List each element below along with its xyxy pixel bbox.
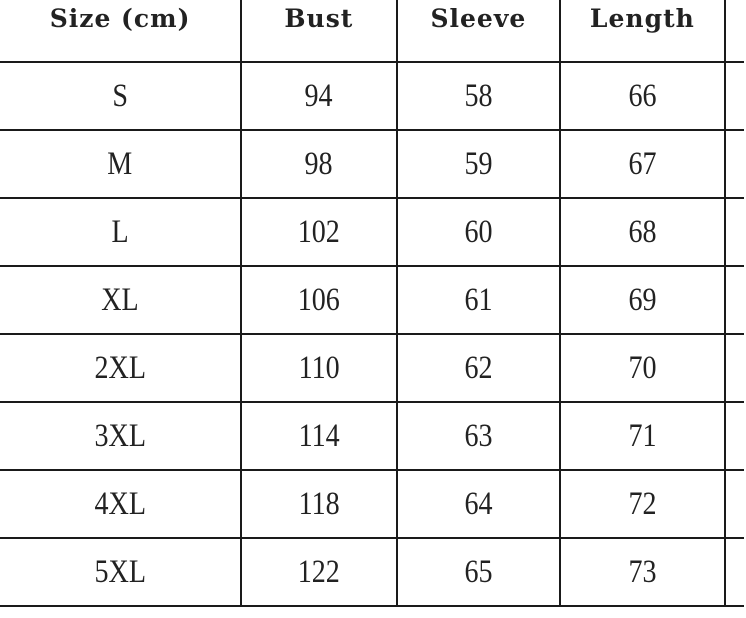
header-bust: Bust (240, 0, 398, 63)
cell-text: 61 (464, 281, 493, 318)
cell-sleeve: 64 (395, 469, 562, 539)
cell-text: 69 (628, 281, 657, 318)
table-row: 3XL 114 63 71 (0, 401, 744, 471)
cell-bust: 102 (240, 197, 398, 267)
header-sleeve: Sleeve (395, 0, 562, 63)
cell-text: 68 (628, 213, 657, 250)
cell-bust: 98 (240, 129, 398, 199)
cell-sleeve: 63 (395, 401, 562, 471)
cell-text: 70 (628, 349, 657, 386)
cell-text: S (112, 77, 128, 114)
cell-sleeve: 58 (395, 61, 562, 131)
cell-size: 4XL (0, 469, 243, 539)
cell-text: 72 (628, 485, 657, 522)
cell-bust: 114 (240, 401, 398, 471)
cell-size: L (0, 197, 243, 267)
cell-text: 64 (464, 485, 493, 522)
cell-extra (723, 197, 744, 267)
cell-text: 3XL (94, 417, 146, 454)
table-row: 4XL 118 64 72 (0, 469, 744, 539)
cell-text: 71 (628, 417, 657, 454)
cell-text: 59 (464, 145, 493, 182)
cell-bust: 106 (240, 265, 398, 335)
cell-text: 98 (304, 145, 333, 182)
cell-extra (723, 129, 744, 199)
header-row: Size (cm) Bust Sleeve Length (0, 0, 744, 63)
cell-extra (723, 469, 744, 539)
cell-size: XL (0, 265, 243, 335)
cell-extra (723, 265, 744, 335)
cell-length: 68 (559, 197, 726, 267)
cell-text: 67 (628, 145, 657, 182)
cell-text: 63 (464, 417, 493, 454)
cell-text: 122 (297, 553, 340, 590)
cell-text: 65 (464, 553, 493, 590)
cell-text: L (111, 213, 129, 250)
cell-text: 106 (297, 281, 340, 318)
cell-length: 71 (559, 401, 726, 471)
cell-bust: 110 (240, 333, 398, 403)
cell-text: 2XL (94, 349, 146, 386)
cell-length: 72 (559, 469, 726, 539)
cell-text: 94 (304, 77, 333, 114)
header-size: Size (cm) (0, 0, 243, 63)
cell-text: 66 (628, 77, 657, 114)
cell-text: 60 (464, 213, 493, 250)
cell-extra (723, 333, 744, 403)
cell-extra (723, 401, 744, 471)
cell-text: 110 (298, 349, 340, 386)
cell-text: 118 (298, 485, 340, 522)
cell-text: 102 (297, 213, 340, 250)
cell-sleeve: 61 (395, 265, 562, 335)
cell-length: 70 (559, 333, 726, 403)
cell-length: 67 (559, 129, 726, 199)
cell-size: 3XL (0, 401, 243, 471)
cell-size: 2XL (0, 333, 243, 403)
table-row: L 102 60 68 (0, 197, 744, 267)
header-extra (723, 0, 744, 63)
size-chart-table: Size (cm) Bust Sleeve Length S 94 58 66 M 98 5… (0, 0, 744, 607)
cell-length: 69 (559, 265, 726, 335)
cell-bust: 122 (240, 537, 398, 607)
cell-text: 58 (464, 77, 493, 114)
table-row: M 98 59 67 (0, 129, 744, 199)
cell-sleeve: 59 (395, 129, 562, 199)
cell-extra (723, 61, 744, 131)
cell-length: 66 (559, 61, 726, 131)
table-row: S 94 58 66 (0, 61, 744, 131)
cell-bust: 118 (240, 469, 398, 539)
cell-size: S (0, 61, 243, 131)
cell-sleeve: 62 (395, 333, 562, 403)
cell-text: 4XL (94, 485, 146, 522)
cell-sleeve: 60 (395, 197, 562, 267)
cell-extra (723, 537, 744, 607)
cell-text: XL (101, 281, 139, 318)
cell-text: 62 (464, 349, 493, 386)
cell-text: M (107, 145, 133, 182)
header-length: Length (559, 0, 726, 63)
table-row: 2XL 110 62 70 (0, 333, 744, 403)
cell-size: 5XL (0, 537, 243, 607)
cell-size: M (0, 129, 243, 199)
cell-text: 5XL (94, 553, 146, 590)
table-row: XL 106 61 69 (0, 265, 744, 335)
cell-length: 73 (559, 537, 726, 607)
cell-text: 73 (628, 553, 657, 590)
table-row: 5XL 122 65 73 (0, 537, 744, 607)
cell-bust: 94 (240, 61, 398, 131)
cell-sleeve: 65 (395, 537, 562, 607)
cell-text: 114 (298, 417, 340, 454)
